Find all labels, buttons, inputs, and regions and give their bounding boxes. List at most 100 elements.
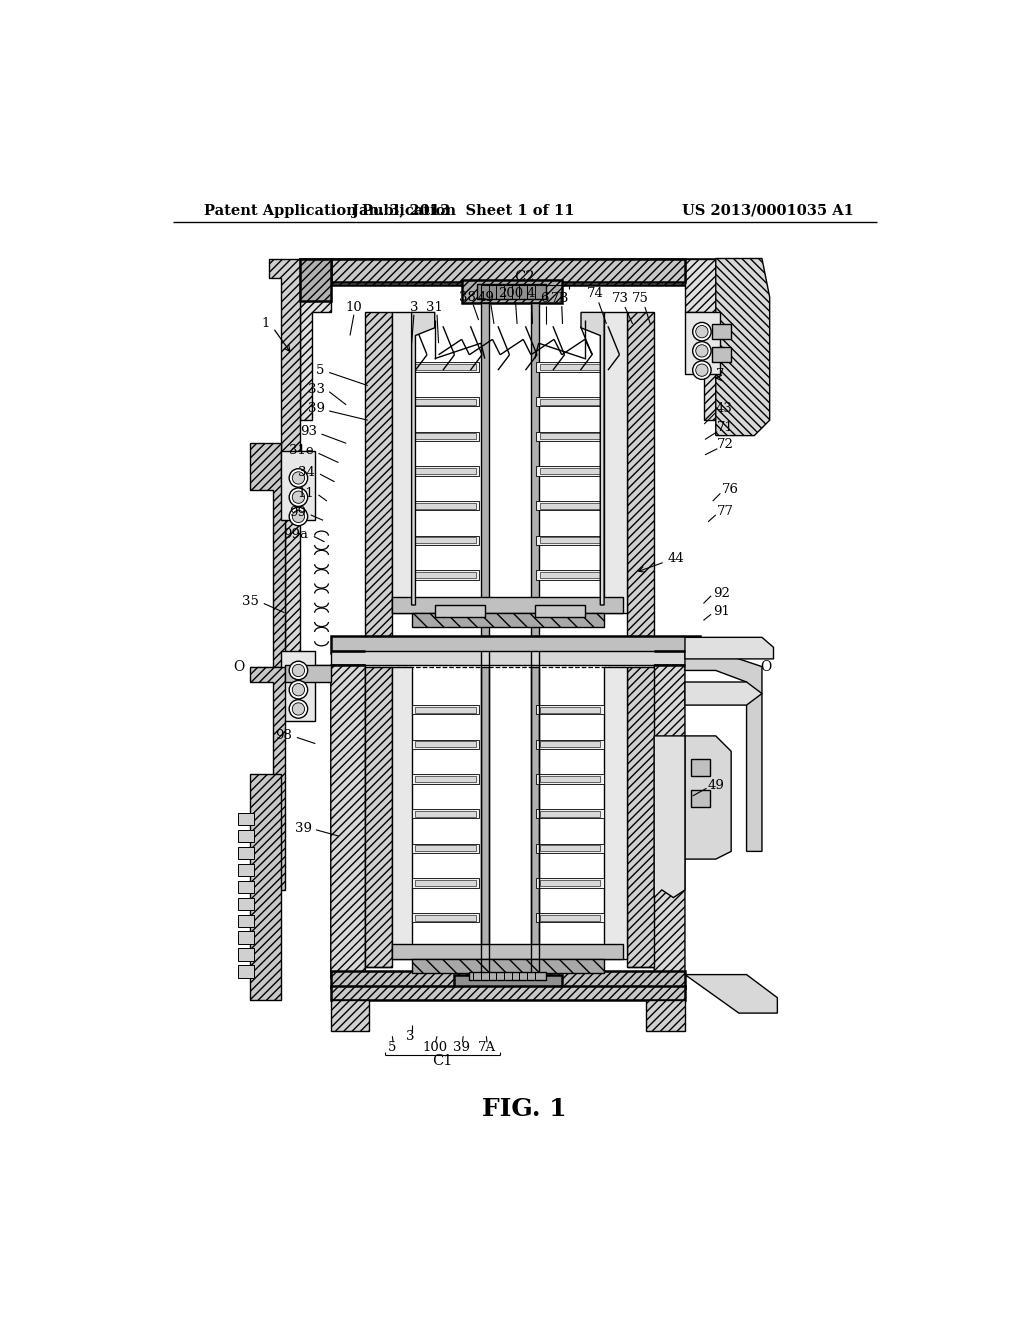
Circle shape <box>289 681 307 700</box>
Polygon shape <box>250 667 285 890</box>
Polygon shape <box>269 259 300 462</box>
Circle shape <box>692 360 711 379</box>
Bar <box>416 503 475 508</box>
Bar <box>416 915 475 921</box>
Bar <box>541 845 600 851</box>
Text: 74: 74 <box>587 286 603 300</box>
Polygon shape <box>654 665 685 986</box>
Bar <box>537 397 604 407</box>
Bar <box>331 1001 370 1031</box>
Polygon shape <box>581 313 604 605</box>
Circle shape <box>292 664 304 677</box>
Bar <box>239 965 254 978</box>
Text: 43: 43 <box>716 403 732 416</box>
Text: 71: 71 <box>717 421 734 434</box>
Polygon shape <box>531 304 539 651</box>
Bar <box>469 973 547 979</box>
Bar <box>281 651 315 721</box>
Bar <box>541 503 600 508</box>
Text: 35: 35 <box>243 594 259 607</box>
Bar <box>331 986 685 1001</box>
Bar <box>300 259 331 301</box>
Bar <box>239 863 254 876</box>
Text: 39: 39 <box>307 403 325 416</box>
Bar <box>412 432 479 441</box>
Bar <box>537 432 604 441</box>
Bar <box>416 399 475 405</box>
Text: US 2013/0001035 A1: US 2013/0001035 A1 <box>682 203 854 218</box>
Text: C1: C1 <box>432 1053 453 1068</box>
Bar <box>412 466 479 475</box>
Text: Jan. 3, 2013   Sheet 1 of 11: Jan. 3, 2013 Sheet 1 of 11 <box>352 203 574 218</box>
Polygon shape <box>685 259 716 420</box>
Bar <box>412 536 479 545</box>
Polygon shape <box>535 605 585 616</box>
Bar <box>416 537 475 544</box>
Bar <box>541 776 600 781</box>
Polygon shape <box>366 313 392 651</box>
Bar <box>416 469 475 474</box>
Bar <box>416 742 475 747</box>
Bar <box>477 284 547 300</box>
Bar <box>541 364 600 370</box>
Text: 39: 39 <box>454 1041 470 1055</box>
Bar <box>541 706 600 713</box>
Text: 31e: 31e <box>289 445 313 458</box>
Text: 38: 38 <box>459 290 475 304</box>
Bar <box>239 880 254 892</box>
Text: 3: 3 <box>406 1030 415 1043</box>
Circle shape <box>289 507 307 525</box>
Bar <box>416 845 475 851</box>
Bar <box>712 323 731 339</box>
Bar <box>416 880 475 886</box>
Circle shape <box>692 342 711 360</box>
Text: 10: 10 <box>345 301 362 314</box>
Circle shape <box>289 700 307 718</box>
Bar <box>412 843 479 853</box>
Circle shape <box>292 511 304 523</box>
Bar <box>537 536 604 545</box>
Text: 49: 49 <box>708 779 725 792</box>
Circle shape <box>695 364 708 376</box>
Bar <box>541 915 600 921</box>
Bar <box>331 636 700 653</box>
Text: 34: 34 <box>298 466 315 479</box>
Text: 33: 33 <box>307 383 325 396</box>
Text: 91: 91 <box>713 605 729 618</box>
Text: 200: 200 <box>499 286 523 300</box>
Polygon shape <box>435 605 484 616</box>
Bar <box>537 570 604 579</box>
Polygon shape <box>392 667 412 960</box>
Polygon shape <box>250 459 331 667</box>
Bar <box>412 878 479 887</box>
Bar <box>416 433 475 440</box>
Bar <box>412 775 479 784</box>
Bar <box>412 913 479 923</box>
Bar <box>239 813 254 825</box>
Text: 98: 98 <box>275 730 292 742</box>
Bar <box>416 810 475 817</box>
Text: FIG. 1: FIG. 1 <box>482 1097 567 1122</box>
Bar <box>691 759 711 776</box>
Bar <box>691 789 711 807</box>
Bar <box>412 363 479 372</box>
Text: O: O <box>761 660 772 673</box>
Bar <box>281 451 315 520</box>
Polygon shape <box>481 304 488 651</box>
Text: 5: 5 <box>388 1041 396 1055</box>
Polygon shape <box>481 667 488 966</box>
Circle shape <box>289 469 307 487</box>
Polygon shape <box>392 313 412 612</box>
Bar <box>537 809 604 818</box>
Polygon shape <box>531 667 539 966</box>
Text: 92: 92 <box>713 587 729 601</box>
Text: 99: 99 <box>289 506 306 519</box>
Circle shape <box>695 345 708 358</box>
Polygon shape <box>250 775 281 1001</box>
Bar <box>239 830 254 842</box>
Bar <box>392 597 624 612</box>
Text: 39: 39 <box>295 822 311 834</box>
Bar <box>541 433 600 440</box>
Polygon shape <box>685 682 762 705</box>
Bar <box>541 537 600 544</box>
